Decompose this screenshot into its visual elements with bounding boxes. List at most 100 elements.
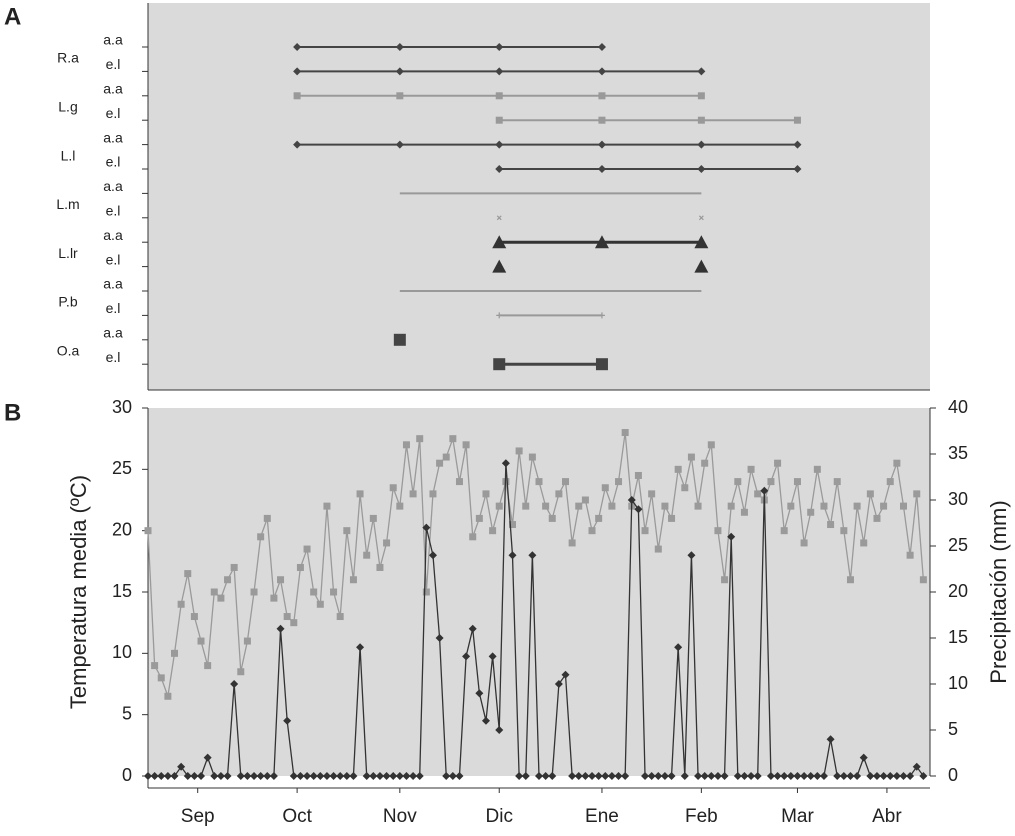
marker: [492, 259, 507, 273]
marker: [157, 772, 166, 780]
marker: [283, 716, 292, 725]
marker: [488, 652, 497, 661]
marker: [641, 772, 650, 780]
marker: [674, 643, 683, 652]
marker: [647, 772, 656, 780]
marker: [754, 490, 762, 498]
row-label: a.a: [103, 227, 123, 243]
row-label: e.l: [106, 56, 121, 72]
marker: [820, 502, 828, 510]
row-label: e.l: [106, 349, 121, 365]
x-tick-label: Dic: [486, 806, 513, 827]
marker: [773, 772, 782, 780]
marker: [866, 490, 874, 498]
row-label: a.a: [103, 276, 123, 292]
marker: [621, 772, 630, 780]
marker: [435, 634, 444, 642]
marker: [151, 662, 159, 670]
marker: [216, 772, 225, 780]
marker: [813, 772, 822, 780]
marker: [396, 92, 404, 100]
marker: [919, 772, 928, 780]
marker: [707, 441, 715, 449]
marker: [289, 772, 298, 780]
marker: [515, 772, 524, 780]
marker: [839, 772, 848, 780]
marker: [588, 772, 597, 780]
marker: [833, 478, 841, 486]
marker: [598, 116, 606, 124]
marker: [698, 215, 704, 221]
marker: [681, 484, 689, 492]
marker: [555, 490, 563, 498]
marker: [183, 772, 192, 780]
marker: [554, 680, 563, 688]
marker: [687, 551, 696, 560]
marker: [608, 502, 616, 510]
marker: [283, 613, 291, 621]
marker: [846, 772, 855, 780]
marker: [508, 521, 516, 529]
marker: [668, 514, 676, 522]
marker: [462, 652, 471, 661]
marker: [349, 772, 358, 780]
marker: [714, 527, 722, 535]
marker: [598, 92, 606, 100]
marker: [177, 762, 186, 771]
marker: [495, 116, 503, 124]
marker: [296, 772, 305, 780]
marker: [293, 67, 302, 76]
marker: [197, 772, 206, 780]
marker: [697, 140, 706, 149]
marker: [853, 502, 861, 510]
group-label: L.m: [56, 196, 79, 212]
marker: [336, 613, 344, 621]
marker: [521, 772, 530, 780]
marker: [210, 588, 218, 596]
marker: [598, 312, 605, 319]
marker: [575, 502, 583, 510]
marker: [442, 772, 451, 780]
y-tick-label: 25: [112, 458, 132, 478]
marker: [913, 490, 921, 498]
marker: [422, 523, 431, 532]
marker: [634, 505, 643, 514]
marker: [363, 551, 371, 559]
marker: [733, 772, 742, 780]
marker: [349, 576, 357, 584]
marker: [257, 533, 265, 541]
marker: [144, 772, 152, 780]
marker: [395, 140, 404, 149]
marker: [919, 576, 927, 584]
row-label: a.a: [103, 32, 123, 48]
marker: [707, 772, 716, 780]
marker: [542, 502, 550, 510]
marker: [568, 539, 576, 547]
marker: [177, 600, 185, 608]
marker: [787, 502, 795, 510]
marker: [263, 514, 271, 522]
marker: [879, 772, 888, 780]
marker: [184, 570, 192, 578]
y-tick-label: 0: [122, 765, 132, 785]
y-tick-label: 30: [112, 397, 132, 417]
marker: [793, 165, 802, 173]
y2-tick-label: 15: [948, 627, 968, 647]
row-label: a.a: [103, 325, 123, 341]
marker: [455, 772, 464, 780]
row-label: a.a: [103, 81, 123, 97]
marker: [661, 502, 669, 510]
series-line: [147, 432, 925, 697]
marker: [601, 772, 610, 780]
marker: [277, 576, 285, 584]
marker: [382, 772, 391, 780]
marker: [303, 545, 311, 553]
row-label: e.l: [106, 251, 121, 267]
marker: [190, 613, 198, 621]
marker: [806, 772, 815, 780]
marker: [793, 116, 801, 124]
marker: [496, 312, 503, 319]
marker: [330, 588, 338, 596]
marker: [740, 772, 749, 780]
marker: [607, 772, 616, 780]
